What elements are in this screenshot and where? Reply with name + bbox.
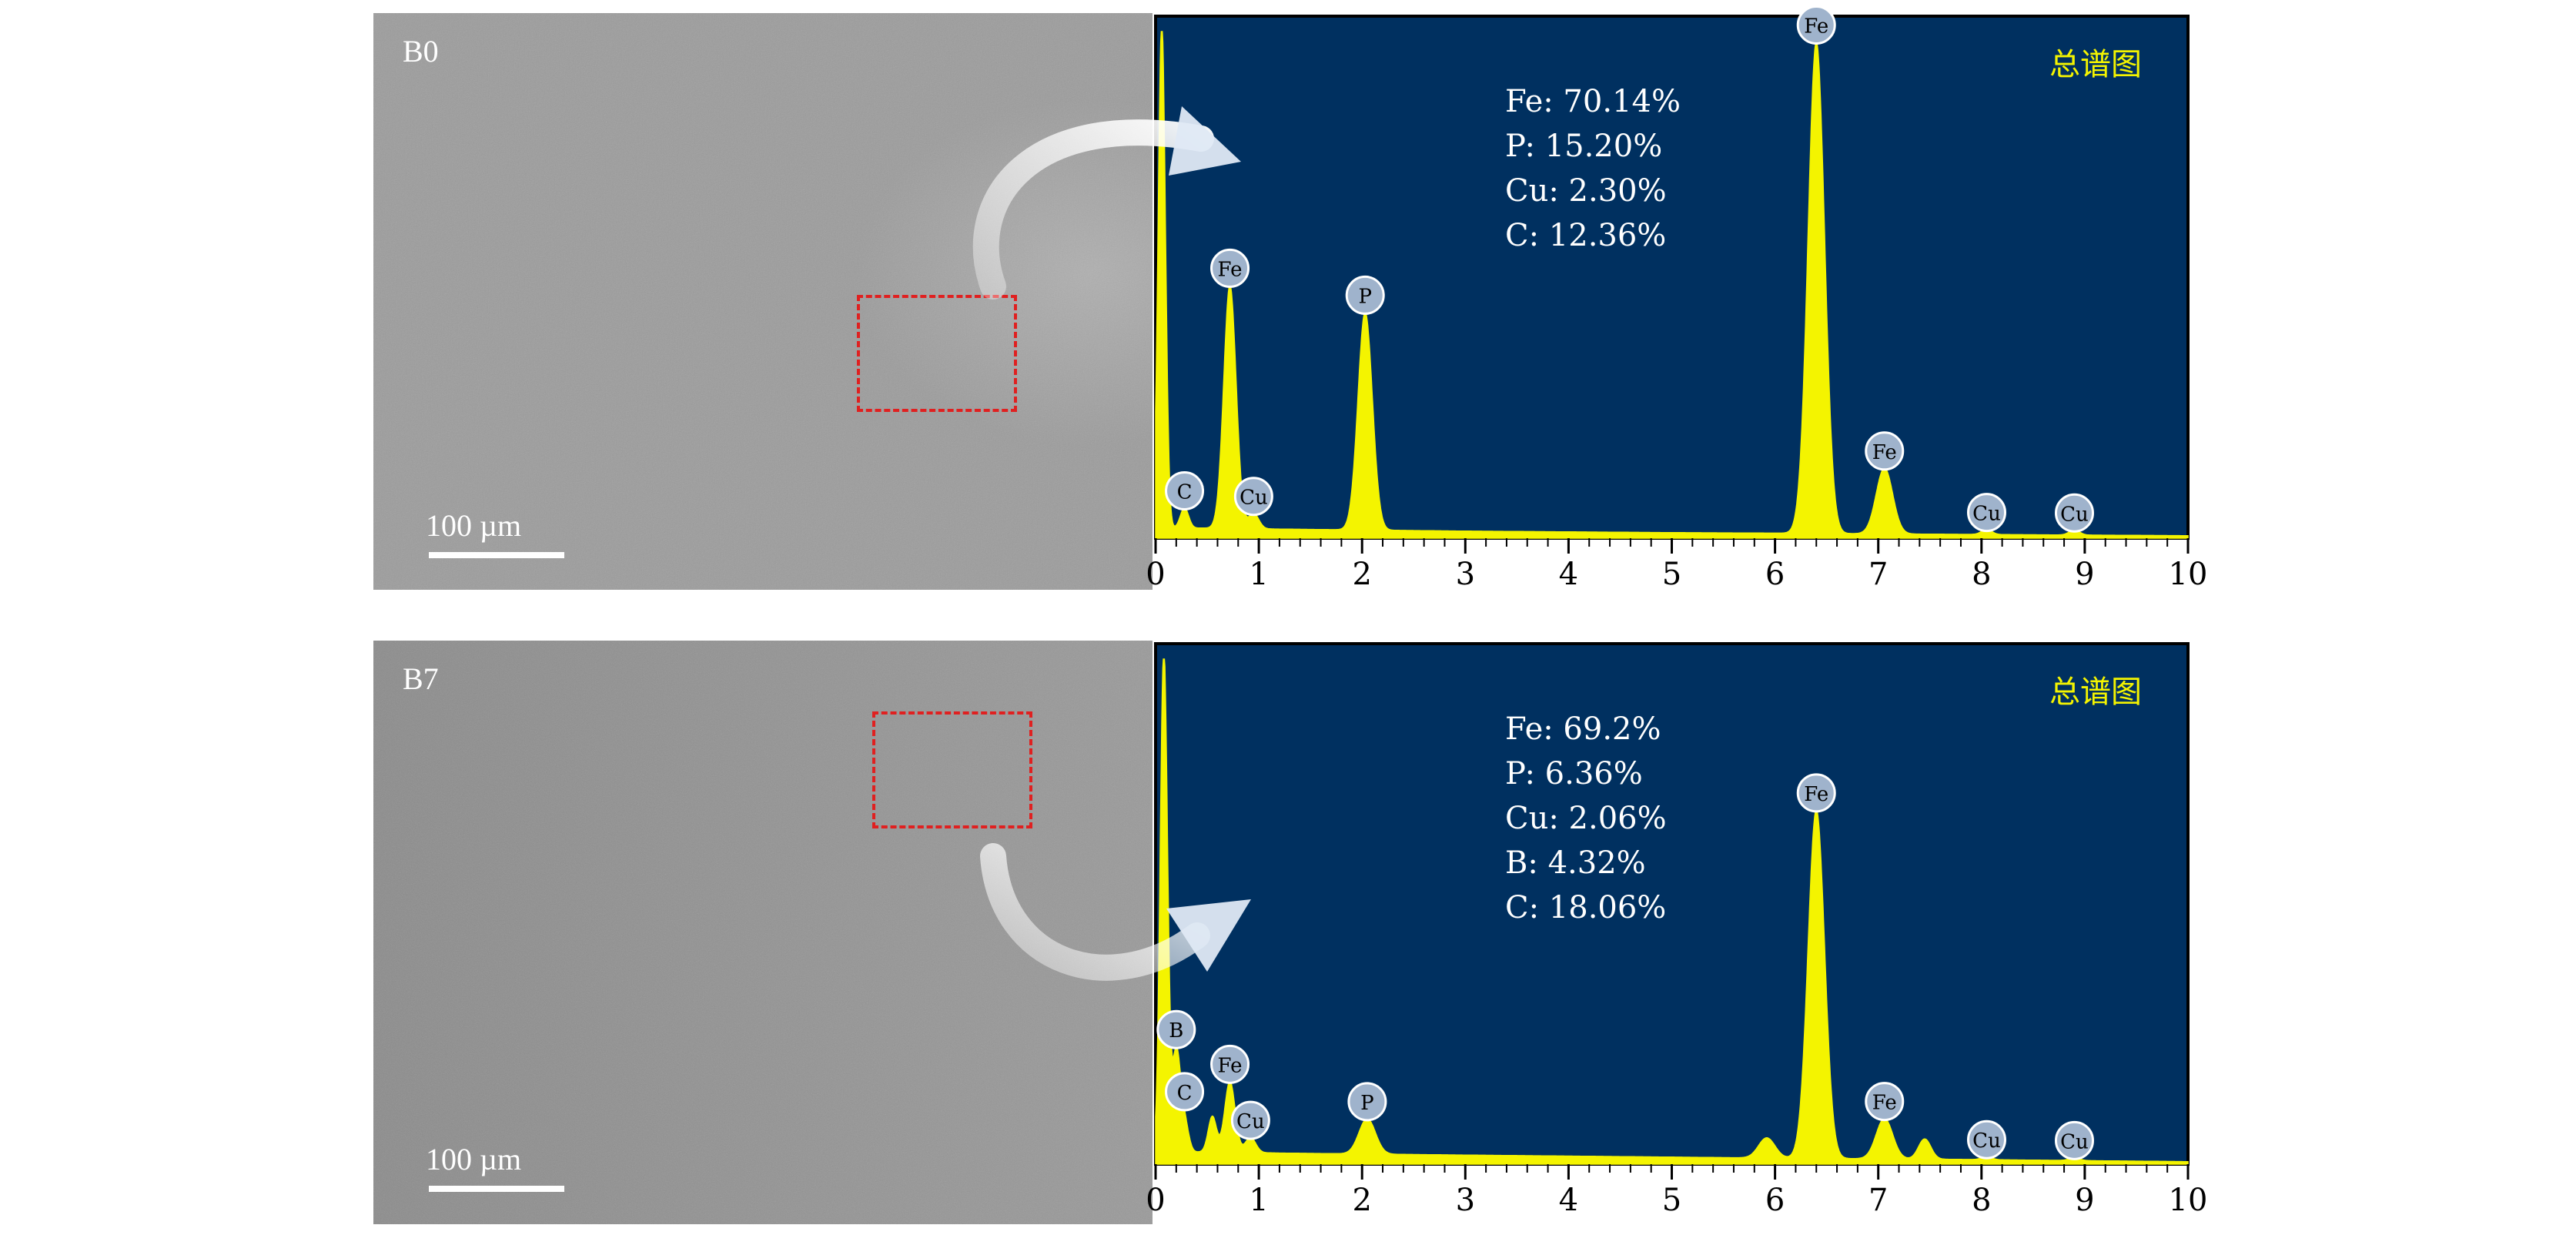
peak-label-fe: Fe	[1796, 5, 1836, 45]
x-tick-label: 1	[1249, 1183, 1268, 1218]
x-tick-label: 9	[2075, 557, 2094, 592]
x-tick-label: 5	[1662, 1183, 1681, 1218]
x-tick-label: 10	[2169, 557, 2208, 592]
peak-label-fe: Fe	[1865, 431, 1905, 471]
eds-spectrum-b0: 0 1 2 3 4 5 6 7 8 9 10 C Fe Cu P Fe Fe Cu Cu 总谱图 Fe: 70.14% P…	[1146, 5, 2576, 614]
x-tick-label: 10	[2169, 1183, 2208, 1218]
scale-bar	[429, 1186, 564, 1192]
spectrum-svg: 0 1 2 3 4 5 6 7 8 9 10 B C Fe Cu P Fe Fe Cu Cu 总谱图 Fe: 69.2% P…	[1146, 642, 2207, 1218]
spectrum-area	[1155, 31, 2189, 539]
peak-label-text: P	[1358, 285, 1372, 308]
x-tick-label: 4	[1559, 557, 1578, 592]
chart-title: 总谱图	[2049, 674, 2142, 710]
composition-line: Fe: 69.2%	[1505, 711, 1661, 747]
composition-line: P: 6.36%	[1505, 756, 1643, 792]
composition-line: Cu: 2.06%	[1505, 801, 1667, 836]
peak-label-cu: Cu	[1230, 1100, 1270, 1140]
plot-area	[1154, 15, 2190, 540]
composition-line: C: 18.06%	[1505, 890, 1666, 925]
peak-label-fe: Fe	[1210, 1044, 1250, 1084]
peak-label-p: P	[1345, 275, 1385, 315]
peak-label-p: P	[1347, 1082, 1387, 1122]
x-tick-label: 2	[1352, 557, 1371, 592]
sample-label: B0	[403, 34, 439, 69]
peak-label-text: Fe	[1804, 783, 1828, 806]
x-tick-label: 0	[1146, 1183, 1165, 1218]
composition-line: C: 12.36%	[1505, 218, 1666, 253]
scale-bar	[429, 552, 564, 558]
peak-label-text: C	[1177, 1082, 1193, 1105]
composition-line: Cu: 2.30%	[1505, 173, 1667, 209]
x-tick-label: 3	[1456, 557, 1475, 592]
x-tick-label: 1	[1249, 557, 1268, 592]
peak-label-fe: Fe	[1210, 248, 1250, 288]
peak-label-cu: Cu	[2054, 493, 2094, 533]
x-tick-label: 5	[1662, 557, 1681, 592]
peak-label-text: C	[1177, 481, 1193, 504]
x-tick-label: 7	[1868, 1183, 1888, 1218]
peak-label-text: P	[1360, 1092, 1374, 1115]
scale-bar-label: 100 µm	[426, 508, 522, 543]
chart-title: 总谱图	[2049, 47, 2142, 82]
peak-label-text: B	[1169, 1019, 1183, 1043]
x-tick-label: 6	[1765, 1183, 1785, 1218]
peak-label-text: Cu	[1236, 1110, 1265, 1133]
peak-label-cu: Cu	[1967, 1120, 2007, 1160]
peak-label-b: B	[1156, 1009, 1196, 1049]
x-tick-label: 8	[1972, 557, 1991, 592]
peak-label-text: Fe	[1872, 441, 1897, 464]
x-tick-label: 7	[1868, 557, 1888, 592]
x-tick-label: 8	[1972, 1183, 1991, 1218]
peak-label-fe: Fe	[1796, 773, 1836, 813]
x-tick-label: 6	[1765, 557, 1785, 592]
composition-line: P: 15.20%	[1505, 129, 1662, 164]
x-tick-label: 0	[1146, 557, 1165, 592]
eds-spectrum-b7: 0 1 2 3 4 5 6 7 8 9 10 B C Fe Cu P Fe Fe Cu Cu 总谱图 Fe: 69.2% P…	[1146, 641, 2576, 1235]
composition-line: Fe: 70.14%	[1505, 84, 1681, 119]
peak-label-text: Cu	[2060, 503, 2089, 526]
x-tick-label: 4	[1559, 1183, 1578, 1218]
composition-line: B: 4.32%	[1505, 845, 1646, 881]
selection-box	[857, 295, 1017, 412]
peak-label-cu: Cu	[2054, 1120, 2094, 1160]
x-tick-label: 9	[2075, 1183, 2094, 1218]
sample-label: B7	[403, 661, 439, 696]
peak-label-cu: Cu	[1967, 493, 2007, 533]
peak-label-text: Fe	[1218, 1054, 1243, 1077]
sem-texture	[373, 13, 1153, 590]
peak-label-c: C	[1165, 1072, 1205, 1112]
x-tick-label: 2	[1352, 1183, 1371, 1218]
peak-label-text: Cu	[1972, 1130, 2001, 1153]
scale-bar-label: 100 µm	[426, 1142, 522, 1176]
peak-label-text: Cu	[2060, 1130, 2089, 1153]
peak-label-cu: Cu	[1233, 477, 1273, 517]
sem-image-b7: B7 100 µm	[373, 641, 1153, 1224]
sem-texture	[373, 641, 1153, 1224]
peak-label-text: Cu	[1239, 487, 1268, 510]
peak-label-text: Fe	[1872, 1092, 1897, 1115]
peak-label-text: Fe	[1218, 258, 1243, 281]
selection-box	[872, 711, 1032, 828]
peak-label-c: C	[1165, 471, 1205, 511]
spectrum-area	[1155, 658, 2189, 1165]
peak-label-text: Fe	[1804, 15, 1828, 38]
peak-label-text: Cu	[1972, 503, 2001, 526]
sem-image-b0: B0 100 µm	[373, 13, 1153, 590]
peak-label-fe: Fe	[1865, 1082, 1905, 1122]
spectrum-svg: 0 1 2 3 4 5 6 7 8 9 10 C Fe Cu P Fe Fe Cu Cu 总谱图 Fe: 70.14% P…	[1146, 5, 2207, 592]
x-tick-label: 3	[1456, 1183, 1475, 1218]
plot-area	[1154, 642, 2190, 1166]
